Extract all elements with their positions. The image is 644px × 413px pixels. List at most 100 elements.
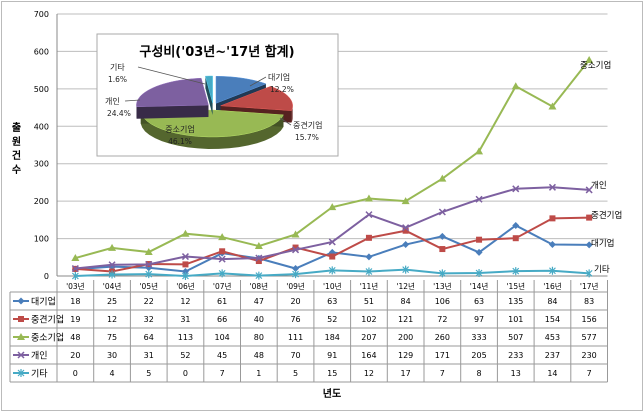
table-cell: 8 [477,369,482,378]
series-end-label: 기타 [594,265,610,275]
table-cell: 230 [582,351,597,360]
table-row: 중소기업 48 75 64 113 104 80 111 184 207 200 260 333 507 4… [13,333,597,344]
table-cell: 70 [290,351,300,360]
table-cell: 12 [107,315,117,324]
pie-label-name: 기타 [110,63,125,72]
data-point [512,235,519,242]
x-tick-label: '10년 [323,281,342,291]
data-point [329,253,336,260]
table-cell: 164 [361,351,376,360]
x-tick-label: '14년 [470,281,489,291]
data-point [291,230,300,238]
table-cell: 102 [361,315,376,324]
data-point [18,316,24,322]
pie-slice-side [140,111,284,149]
pie-label-대기업: 대기업 12.2% [249,73,294,94]
data-point [71,254,80,262]
table-cell: 0 [183,369,188,378]
y-tick-label: 300 [34,160,49,169]
leader-line [137,66,206,85]
table-cell: 156 [582,315,597,324]
x-tick-label: '15년 [506,281,525,291]
table-cell: 25 [107,297,117,306]
table-cell: 205 [471,351,486,360]
table-cell: 61 [217,297,227,306]
data-point [402,224,410,232]
data-point [144,248,153,256]
data-point [365,253,373,261]
table-cell: 12 [180,297,190,306]
data-point [292,246,300,254]
data-point [17,333,25,340]
table-row: 대기업 18 25 22 12 61 47 20 63 51 84 106 63 135 84 83 [13,297,594,308]
y-tick-label: 600 [34,47,49,56]
data-point [328,203,337,211]
y-tick-label: 100 [34,235,49,244]
data-point [476,236,483,243]
table-cell: 207 [361,333,376,342]
table-cell: 260 [435,333,450,342]
table-cell: 83 [584,297,594,306]
table-cell: 97 [474,315,484,324]
pie-title: 구성비('03년~'17년 합계) [139,44,294,60]
x-tick-label: '05년 [139,281,158,291]
series-end-label: 개인 [591,180,607,191]
data-point [548,183,556,191]
data-point [475,269,483,278]
data-point [585,269,593,278]
legend-label: 중소기업 [31,333,64,344]
series-end-label: 대기업 [591,239,614,249]
x-tick-label: '11년 [360,281,379,291]
data-point [108,270,116,279]
table-cell: 7 [220,369,225,378]
data-point [17,297,25,305]
data-point [181,229,190,237]
data-point [218,255,226,263]
table-cell: 30 [107,351,117,360]
table-cell: 52 [327,315,337,324]
pie-slice-top [205,75,213,104]
pie-label-중소기업: 중소기업 46.1% [165,125,194,146]
data-point [402,265,410,274]
data-point [549,266,556,275]
data-point [182,272,189,280]
x-tick-label: '03년 [66,281,85,291]
pie-label-value: 24.4% [107,109,131,118]
leader-line [249,76,267,87]
table-cell: 80 [254,333,264,342]
table-cell: 31 [144,351,154,360]
pie-slice-기타 [205,75,213,116]
pie-label-name: 개인 [105,96,120,106]
table-cell: 45 [217,351,227,360]
table-cell: 52 [180,351,190,360]
data-point [586,214,593,221]
data-point [585,56,594,64]
table-cell: 200 [398,333,413,342]
pie-slice-top [220,86,293,111]
x-tick-label: '07년 [213,281,232,291]
table-cell: 4 [110,369,115,378]
series-end-label: 중소기업 [580,61,611,71]
table-cell: 13 [511,369,521,378]
x-tick-label: '08년 [250,281,269,291]
data-point [438,174,447,182]
pie-label-name: 중견기업 [293,120,322,130]
pie-chart: 구성비('03년~'17년 합계) 대기업 12.2% 중견기업 15.7% 중소기업 4… [96,33,339,157]
pie-label-value: 15.7% [295,133,319,142]
table-cell: 333 [471,333,486,342]
x-axis-label: 년도 [323,387,341,400]
data-point [17,369,25,377]
pie-label-중견기업: 중견기업 15.7% [279,117,322,142]
data-point [71,272,79,280]
x-tick-label: '06년 [176,281,195,291]
data-point [438,232,446,240]
table-cell: 237 [545,351,560,360]
pie-label-개인: 개인 24.4% [105,96,141,118]
table-cell: 0 [73,369,78,378]
table-cell: 7 [587,369,592,378]
data-point [548,241,556,249]
data-point [475,147,484,155]
table-cell: 22 [144,297,154,306]
legend-label: 중견기업 [31,314,64,326]
